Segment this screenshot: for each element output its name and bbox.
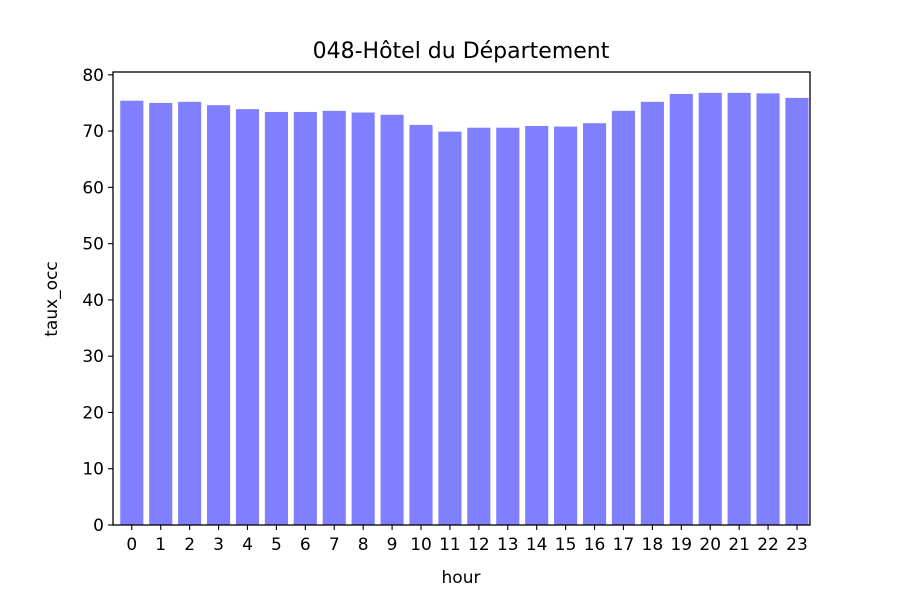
y-tick-label: 70 <box>82 122 104 142</box>
plot-frame <box>112 71 811 526</box>
x-tick-label: 5 <box>271 535 282 555</box>
y-axis-label: taux_occ <box>42 261 62 337</box>
y-tick-label: 10 <box>82 460 104 480</box>
bar-hour-3 <box>206 105 231 526</box>
bar-hour-9 <box>380 114 404 525</box>
x-tick-label: 3 <box>213 535 224 555</box>
x-tick-label: 8 <box>358 535 369 555</box>
y-tick-label: 30 <box>82 347 104 367</box>
x-tick-label: 0 <box>126 535 137 555</box>
y-tick-label: 40 <box>82 291 104 311</box>
bar-hour-12 <box>467 127 491 525</box>
y-axis: 0 10 20 30 40 50 60 70 80 <box>82 66 113 536</box>
bars-group <box>120 92 809 526</box>
x-tick-label: 20 <box>699 535 721 555</box>
x-tick-label: 19 <box>670 535 692 555</box>
bar-hour-17 <box>611 110 636 525</box>
x-tick-label: 22 <box>757 535 779 555</box>
y-tick-label: 80 <box>82 66 104 86</box>
x-tick-label: 11 <box>439 535 461 555</box>
x-tick-label: 17 <box>613 535 635 555</box>
y-tick-label: 50 <box>82 235 104 255</box>
x-tick-label: 7 <box>329 535 340 555</box>
bar-hour-19 <box>669 93 693 525</box>
bar-hour-15 <box>554 126 578 526</box>
bar-hour-10 <box>409 124 433 525</box>
x-tick-label: 18 <box>642 535 664 555</box>
bar-hour-1 <box>149 102 173 525</box>
bar-hour-6 <box>293 111 317 525</box>
x-tick-label: 21 <box>728 535 750 555</box>
x-tick-label: 13 <box>497 535 519 555</box>
bar-hour-23 <box>785 97 809 525</box>
x-tick-label: 23 <box>786 535 808 555</box>
chart-title: 048-Hôtel du Département <box>313 39 610 64</box>
x-axis-label: hour <box>442 568 481 588</box>
bar-hour-18 <box>640 101 664 526</box>
bar-hour-20 <box>698 92 722 526</box>
x-axis: 0 1 2 3 4 5 6 7 8 9 10 11 12 13 14 15 16 17 18 19 20 21 22 23 <box>126 525 808 555</box>
bar-hour-8 <box>351 112 375 525</box>
bar-hour-16 <box>582 123 607 526</box>
x-tick-label: 9 <box>387 535 398 555</box>
bar-hour-13 <box>496 127 520 525</box>
x-tick-label: 12 <box>468 535 490 555</box>
x-tick-label: 2 <box>184 535 195 555</box>
bar-hour-11 <box>438 131 462 525</box>
x-tick-label: 10 <box>410 535 432 555</box>
y-tick-label: 0 <box>93 516 104 536</box>
y-tick-label: 60 <box>82 178 104 198</box>
bar-hour-0 <box>120 100 144 526</box>
bar-hour-2 <box>178 101 202 526</box>
bar-hour-14 <box>525 126 549 525</box>
bar-hour-7 <box>322 110 346 525</box>
x-tick-label: 14 <box>526 535 548 555</box>
x-tick-label: 1 <box>155 535 166 555</box>
x-tick-label: 4 <box>242 535 253 555</box>
bar-hour-21 <box>727 92 751 526</box>
x-tick-label: 15 <box>555 535 577 555</box>
y-tick-label: 20 <box>82 403 104 423</box>
bar-hour-5 <box>264 111 288 525</box>
bar-hour-22 <box>756 93 780 525</box>
x-tick-label: 6 <box>300 535 311 555</box>
x-tick-label: 16 <box>584 535 606 555</box>
bar-hour-4 <box>235 109 260 525</box>
